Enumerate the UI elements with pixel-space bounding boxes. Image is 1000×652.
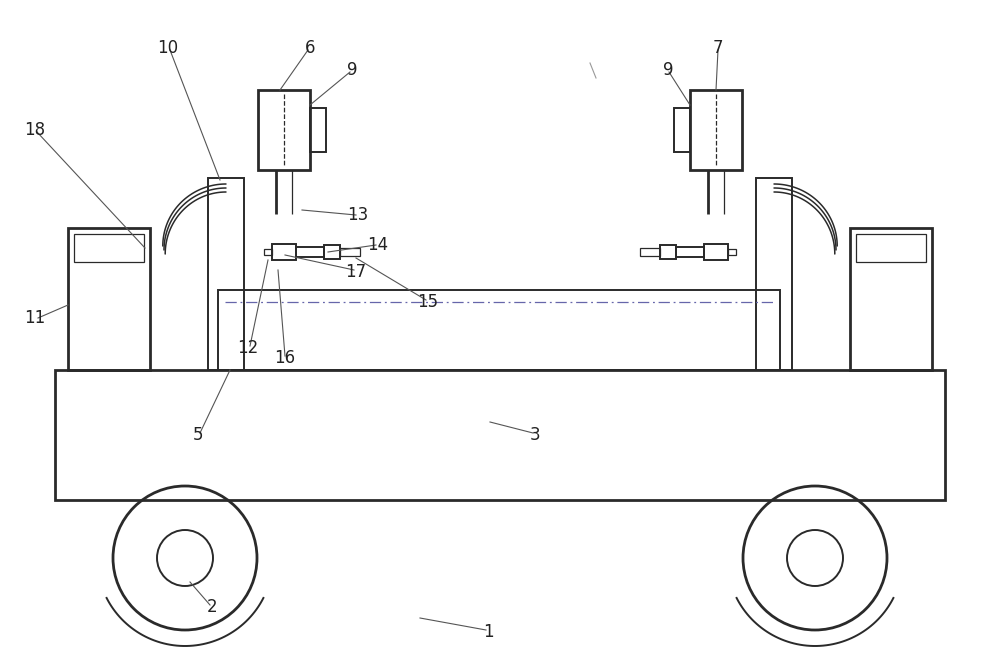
Bar xyxy=(68,228,150,370)
Text: 12: 12 xyxy=(237,339,259,357)
Text: 9: 9 xyxy=(663,61,673,79)
Bar xyxy=(55,370,945,500)
Text: 14: 14 xyxy=(367,236,389,254)
Bar xyxy=(310,108,326,152)
Bar xyxy=(850,228,932,370)
Text: 16: 16 xyxy=(274,349,296,367)
Text: 17: 17 xyxy=(345,263,367,281)
Text: 7: 7 xyxy=(713,39,723,57)
Text: 9: 9 xyxy=(347,61,357,79)
Bar xyxy=(674,108,690,152)
Text: 3: 3 xyxy=(530,426,540,444)
Text: 18: 18 xyxy=(24,121,46,139)
Text: 10: 10 xyxy=(157,39,179,57)
Bar xyxy=(264,249,272,255)
Bar xyxy=(856,234,926,262)
Bar xyxy=(660,245,676,259)
Bar xyxy=(690,90,742,170)
Bar xyxy=(640,248,660,256)
Bar xyxy=(208,178,244,370)
Text: 6: 6 xyxy=(305,39,315,57)
Text: 5: 5 xyxy=(193,426,203,444)
Text: 2: 2 xyxy=(207,598,217,616)
Bar xyxy=(296,247,324,257)
Bar xyxy=(258,90,310,170)
Text: 13: 13 xyxy=(347,206,369,224)
Bar xyxy=(340,248,360,256)
Bar xyxy=(676,247,704,257)
Bar xyxy=(272,244,296,260)
Bar xyxy=(756,178,792,370)
Bar xyxy=(324,245,340,259)
Text: 11: 11 xyxy=(24,309,46,327)
Bar xyxy=(704,244,728,260)
Bar xyxy=(218,290,780,370)
Text: 15: 15 xyxy=(417,293,439,311)
Text: 1: 1 xyxy=(483,623,493,641)
Bar xyxy=(74,234,144,262)
Bar xyxy=(728,249,736,255)
